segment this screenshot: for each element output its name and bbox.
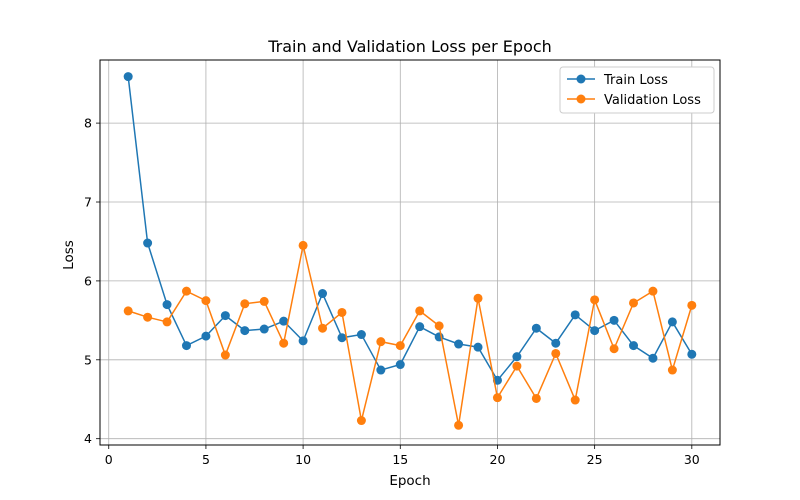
data-point (415, 322, 425, 332)
data-point (629, 341, 639, 351)
data-point (318, 289, 328, 299)
x-tick-label: 30 (684, 452, 700, 467)
chart-title: Train and Validation Loss per Epoch (267, 37, 552, 56)
data-point (201, 296, 211, 306)
x-tick-label: 5 (202, 452, 210, 467)
data-point (376, 337, 386, 347)
data-point (648, 286, 658, 296)
grid-lines (100, 60, 720, 445)
y-tick-label: 8 (84, 116, 92, 131)
data-point (337, 333, 347, 343)
data-point (279, 316, 289, 326)
data-point (356, 416, 366, 426)
legend: Train Loss Validation Loss (559, 66, 715, 114)
legend-marker-train (576, 74, 586, 84)
legend-marker-validation (576, 94, 586, 104)
data-point (551, 348, 561, 358)
data-point (551, 338, 561, 348)
data-point (240, 299, 250, 309)
data-point (531, 393, 541, 403)
data-point (454, 420, 464, 430)
data-point (687, 300, 697, 310)
y-axis-ticks: 4 5 6 7 8 (84, 116, 100, 446)
data-point (181, 286, 191, 296)
data-point (220, 350, 230, 360)
x-tick-label: 20 (490, 452, 506, 467)
data-point (512, 352, 522, 362)
data-point (473, 293, 483, 303)
y-tick-label: 7 (84, 195, 92, 210)
data-point (492, 393, 502, 403)
data-point (143, 238, 153, 248)
x-tick-label: 0 (105, 452, 113, 467)
data-point (279, 338, 289, 348)
data-point (434, 321, 444, 331)
data-point (123, 306, 133, 316)
data-point (648, 353, 658, 363)
x-tick-label: 25 (587, 452, 603, 467)
data-point (667, 365, 677, 375)
series-1 (123, 240, 697, 430)
y-tick-label: 6 (84, 273, 92, 288)
series-line (127, 244, 693, 427)
data-point (395, 341, 405, 351)
series-0 (123, 72, 697, 385)
data-point (240, 326, 250, 336)
data-point (531, 323, 541, 333)
data-point (220, 311, 230, 321)
data-point (123, 72, 133, 82)
data-point (454, 339, 464, 349)
data-point (162, 300, 172, 310)
data-point (590, 295, 600, 305)
x-tick-label: 10 (295, 452, 311, 467)
data-point (201, 331, 211, 341)
x-tick-label: 15 (392, 452, 408, 467)
data-point (318, 323, 328, 333)
data-point (298, 240, 308, 250)
data-point (337, 307, 347, 317)
x-axis-ticks: 0 5 10 15 20 25 30 (105, 445, 700, 467)
data-point (473, 342, 483, 352)
data-point (590, 326, 600, 336)
legend-label-train: Train Loss (603, 73, 668, 88)
x-axis-label: Epoch (389, 473, 430, 489)
data-point (143, 312, 153, 322)
data-point (570, 310, 580, 320)
series-line (127, 76, 693, 382)
data-point (415, 306, 425, 316)
y-tick-label: 5 (84, 352, 92, 367)
data-point (162, 317, 172, 327)
data-point (609, 344, 619, 354)
data-point (570, 395, 580, 405)
data-point (395, 360, 405, 370)
data-point (356, 330, 366, 340)
data-point (629, 298, 639, 308)
legend-box (559, 66, 715, 114)
data-point (259, 324, 269, 334)
data-point (687, 349, 697, 359)
data-point (181, 341, 191, 351)
data-point (298, 336, 308, 346)
plot-frame (99, 59, 721, 446)
data-point (512, 361, 522, 371)
legend-label-validation: Validation Loss (604, 93, 701, 108)
data-point (667, 317, 677, 327)
data-point (376, 365, 386, 375)
data-point (609, 315, 619, 325)
y-axis-label: Loss (61, 240, 77, 270)
y-tick-label: 4 (84, 431, 92, 446)
series-layer (123, 72, 697, 430)
data-point (259, 296, 269, 306)
